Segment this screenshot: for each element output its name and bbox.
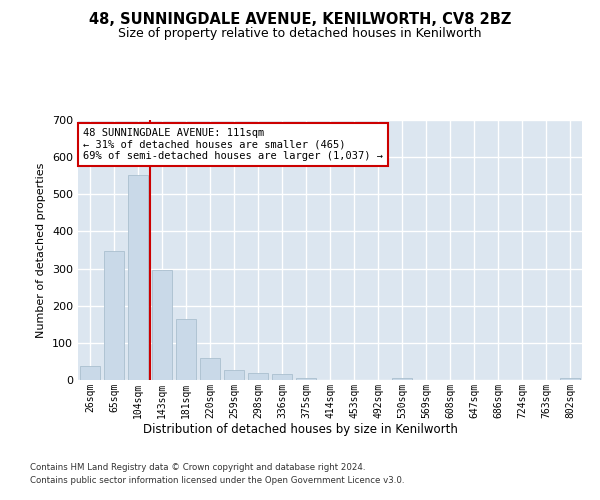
Y-axis label: Number of detached properties: Number of detached properties <box>37 162 46 338</box>
Text: Distribution of detached houses by size in Kenilworth: Distribution of detached houses by size … <box>143 422 457 436</box>
Bar <box>200 358 220 380</box>
Bar <box>560 378 580 380</box>
Text: Contains public sector information licensed under the Open Government Licence v3: Contains public sector information licen… <box>30 476 404 485</box>
Bar <box>80 366 100 380</box>
Text: 48 SUNNINGDALE AVENUE: 111sqm
← 31% of detached houses are smaller (465)
69% of : 48 SUNNINGDALE AVENUE: 111sqm ← 31% of d… <box>83 128 383 161</box>
Bar <box>104 250 124 380</box>
Bar <box>152 270 172 380</box>
Bar <box>128 174 148 380</box>
Bar <box>176 320 196 380</box>
Bar <box>224 370 244 380</box>
Text: Contains HM Land Registry data © Crown copyright and database right 2024.: Contains HM Land Registry data © Crown c… <box>30 462 365 471</box>
Bar <box>392 378 412 380</box>
Bar <box>296 378 316 380</box>
Text: Size of property relative to detached houses in Kenilworth: Size of property relative to detached ho… <box>118 28 482 40</box>
Bar <box>248 374 268 380</box>
Text: 48, SUNNINGDALE AVENUE, KENILWORTH, CV8 2BZ: 48, SUNNINGDALE AVENUE, KENILWORTH, CV8 … <box>89 12 511 28</box>
Bar <box>272 374 292 380</box>
